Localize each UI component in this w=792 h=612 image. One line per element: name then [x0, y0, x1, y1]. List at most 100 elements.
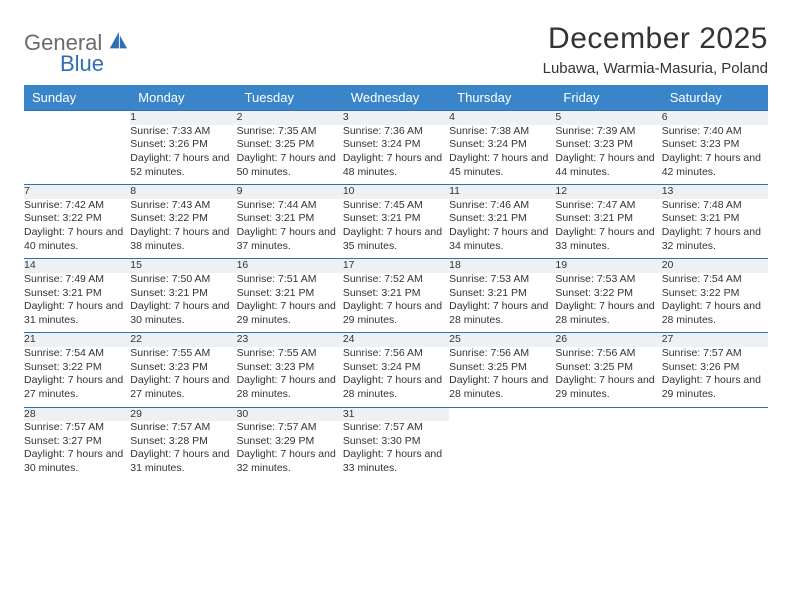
day-detail: Sunrise: 7:36 AMSunset: 3:24 PMDaylight:… — [343, 125, 449, 185]
daylight-line: Daylight: 7 hours and 29 minutes. — [237, 300, 343, 327]
daylight-line: Daylight: 7 hours and 33 minutes. — [343, 448, 449, 475]
sunrise-line: Sunrise: 7:57 AM — [24, 421, 130, 435]
day-detail: Sunrise: 7:33 AMSunset: 3:26 PMDaylight:… — [130, 125, 236, 185]
day-detail: Sunrise: 7:43 AMSunset: 3:22 PMDaylight:… — [130, 199, 236, 259]
day-detail: Sunrise: 7:53 AMSunset: 3:21 PMDaylight:… — [449, 273, 555, 333]
day-number: 11 — [449, 185, 555, 199]
daylight-line: Daylight: 7 hours and 30 minutes. — [24, 448, 130, 475]
day-number: 25 — [449, 333, 555, 347]
daylight-line: Daylight: 7 hours and 29 minutes. — [662, 374, 768, 401]
daylight-line: Daylight: 7 hours and 44 minutes. — [555, 152, 661, 179]
empty-cell — [662, 421, 768, 481]
sunset-line: Sunset: 3:23 PM — [662, 138, 768, 152]
sunset-line: Sunset: 3:22 PM — [24, 212, 130, 226]
day-number: 5 — [555, 111, 661, 125]
daylight-line: Daylight: 7 hours and 31 minutes. — [24, 300, 130, 327]
daylight-line: Daylight: 7 hours and 34 minutes. — [449, 226, 555, 253]
sunrise-line: Sunrise: 7:57 AM — [662, 347, 768, 361]
day-detail: Sunrise: 7:35 AMSunset: 3:25 PMDaylight:… — [237, 125, 343, 185]
sunrise-line: Sunrise: 7:35 AM — [237, 125, 343, 139]
empty-cell — [449, 421, 555, 481]
sunrise-line: Sunrise: 7:42 AM — [24, 199, 130, 213]
daylight-line: Daylight: 7 hours and 52 minutes. — [130, 152, 236, 179]
calendar-body: 123456Sunrise: 7:33 AMSunset: 3:26 PMDay… — [24, 111, 768, 482]
sunrise-line: Sunrise: 7:50 AM — [130, 273, 236, 287]
sunrise-line: Sunrise: 7:51 AM — [237, 273, 343, 287]
daylight-line: Daylight: 7 hours and 28 minutes. — [343, 374, 449, 401]
day-detail: Sunrise: 7:52 AMSunset: 3:21 PMDaylight:… — [343, 273, 449, 333]
day-detail: Sunrise: 7:57 AMSunset: 3:29 PMDaylight:… — [237, 421, 343, 481]
day-number: 26 — [555, 333, 661, 347]
daylight-line: Daylight: 7 hours and 42 minutes. — [662, 152, 768, 179]
empty-cell — [555, 421, 661, 481]
day-number: 12 — [555, 185, 661, 199]
day-detail: Sunrise: 7:57 AMSunset: 3:28 PMDaylight:… — [130, 421, 236, 481]
sunrise-line: Sunrise: 7:39 AM — [555, 125, 661, 139]
day-detail: Sunrise: 7:49 AMSunset: 3:21 PMDaylight:… — [24, 273, 130, 333]
day-number: 10 — [343, 185, 449, 199]
sunset-line: Sunset: 3:21 PM — [662, 212, 768, 226]
sunset-line: Sunset: 3:22 PM — [130, 212, 236, 226]
daylight-line: Daylight: 7 hours and 37 minutes. — [237, 226, 343, 253]
calendar-table: SundayMondayTuesdayWednesdayThursdayFrid… — [24, 85, 768, 481]
sunset-line: Sunset: 3:21 PM — [130, 287, 236, 301]
empty-daynum — [24, 111, 130, 125]
sunset-line: Sunset: 3:23 PM — [237, 361, 343, 375]
sunrise-line: Sunrise: 7:36 AM — [343, 125, 449, 139]
sunrise-line: Sunrise: 7:53 AM — [449, 273, 555, 287]
sunset-line: Sunset: 3:21 PM — [343, 212, 449, 226]
daylight-line: Daylight: 7 hours and 27 minutes. — [24, 374, 130, 401]
day-number: 17 — [343, 259, 449, 273]
sunset-line: Sunset: 3:29 PM — [237, 435, 343, 449]
empty-daynum — [449, 407, 555, 421]
day-detail: Sunrise: 7:56 AMSunset: 3:25 PMDaylight:… — [449, 347, 555, 407]
sunrise-line: Sunrise: 7:48 AM — [662, 199, 768, 213]
day-detail: Sunrise: 7:56 AMSunset: 3:25 PMDaylight:… — [555, 347, 661, 407]
sunrise-line: Sunrise: 7:57 AM — [343, 421, 449, 435]
day-number: 27 — [662, 333, 768, 347]
day-detail: Sunrise: 7:45 AMSunset: 3:21 PMDaylight:… — [343, 199, 449, 259]
daylight-line: Daylight: 7 hours and 27 minutes. — [130, 374, 236, 401]
sunrise-line: Sunrise: 7:43 AM — [130, 199, 236, 213]
empty-cell — [24, 125, 130, 185]
sunset-line: Sunset: 3:21 PM — [555, 212, 661, 226]
sunrise-line: Sunrise: 7:45 AM — [343, 199, 449, 213]
sunrise-line: Sunrise: 7:54 AM — [24, 347, 130, 361]
day-detail: Sunrise: 7:47 AMSunset: 3:21 PMDaylight:… — [555, 199, 661, 259]
daylight-line: Daylight: 7 hours and 28 minutes. — [237, 374, 343, 401]
sunset-line: Sunset: 3:21 PM — [343, 287, 449, 301]
day-detail: Sunrise: 7:50 AMSunset: 3:21 PMDaylight:… — [130, 273, 236, 333]
sunset-line: Sunset: 3:28 PM — [130, 435, 236, 449]
day-number: 18 — [449, 259, 555, 273]
daylight-line: Daylight: 7 hours and 38 minutes. — [130, 226, 236, 253]
sunset-line: Sunset: 3:23 PM — [555, 138, 661, 152]
day-detail: Sunrise: 7:39 AMSunset: 3:23 PMDaylight:… — [555, 125, 661, 185]
day-number: 4 — [449, 111, 555, 125]
sunrise-line: Sunrise: 7:57 AM — [237, 421, 343, 435]
day-number: 6 — [662, 111, 768, 125]
sunrise-line: Sunrise: 7:52 AM — [343, 273, 449, 287]
empty-daynum — [555, 407, 661, 421]
logo-word-blue: Blue — [60, 53, 129, 75]
logo-text-block: General Blue — [24, 28, 129, 75]
day-detail: Sunrise: 7:55 AMSunset: 3:23 PMDaylight:… — [237, 347, 343, 407]
sunset-line: Sunset: 3:25 PM — [237, 138, 343, 152]
day-number: 8 — [130, 185, 236, 199]
day-number: 2 — [237, 111, 343, 125]
sunrise-line: Sunrise: 7:57 AM — [130, 421, 236, 435]
day-detail: Sunrise: 7:57 AMSunset: 3:26 PMDaylight:… — [662, 347, 768, 407]
sunset-line: Sunset: 3:22 PM — [662, 287, 768, 301]
day-number: 28 — [24, 407, 130, 421]
sail-icon — [107, 30, 129, 52]
sunrise-line: Sunrise: 7:46 AM — [449, 199, 555, 213]
day-number: 21 — [24, 333, 130, 347]
calendar-header: SundayMondayTuesdayWednesdayThursdayFrid… — [24, 85, 768, 111]
daylight-line: Daylight: 7 hours and 28 minutes. — [449, 374, 555, 401]
sunrise-line: Sunrise: 7:38 AM — [449, 125, 555, 139]
daylight-line: Daylight: 7 hours and 35 minutes. — [343, 226, 449, 253]
sunrise-line: Sunrise: 7:55 AM — [237, 347, 343, 361]
sunset-line: Sunset: 3:21 PM — [449, 287, 555, 301]
sunrise-line: Sunrise: 7:56 AM — [555, 347, 661, 361]
day-number: 23 — [237, 333, 343, 347]
day-number: 15 — [130, 259, 236, 273]
